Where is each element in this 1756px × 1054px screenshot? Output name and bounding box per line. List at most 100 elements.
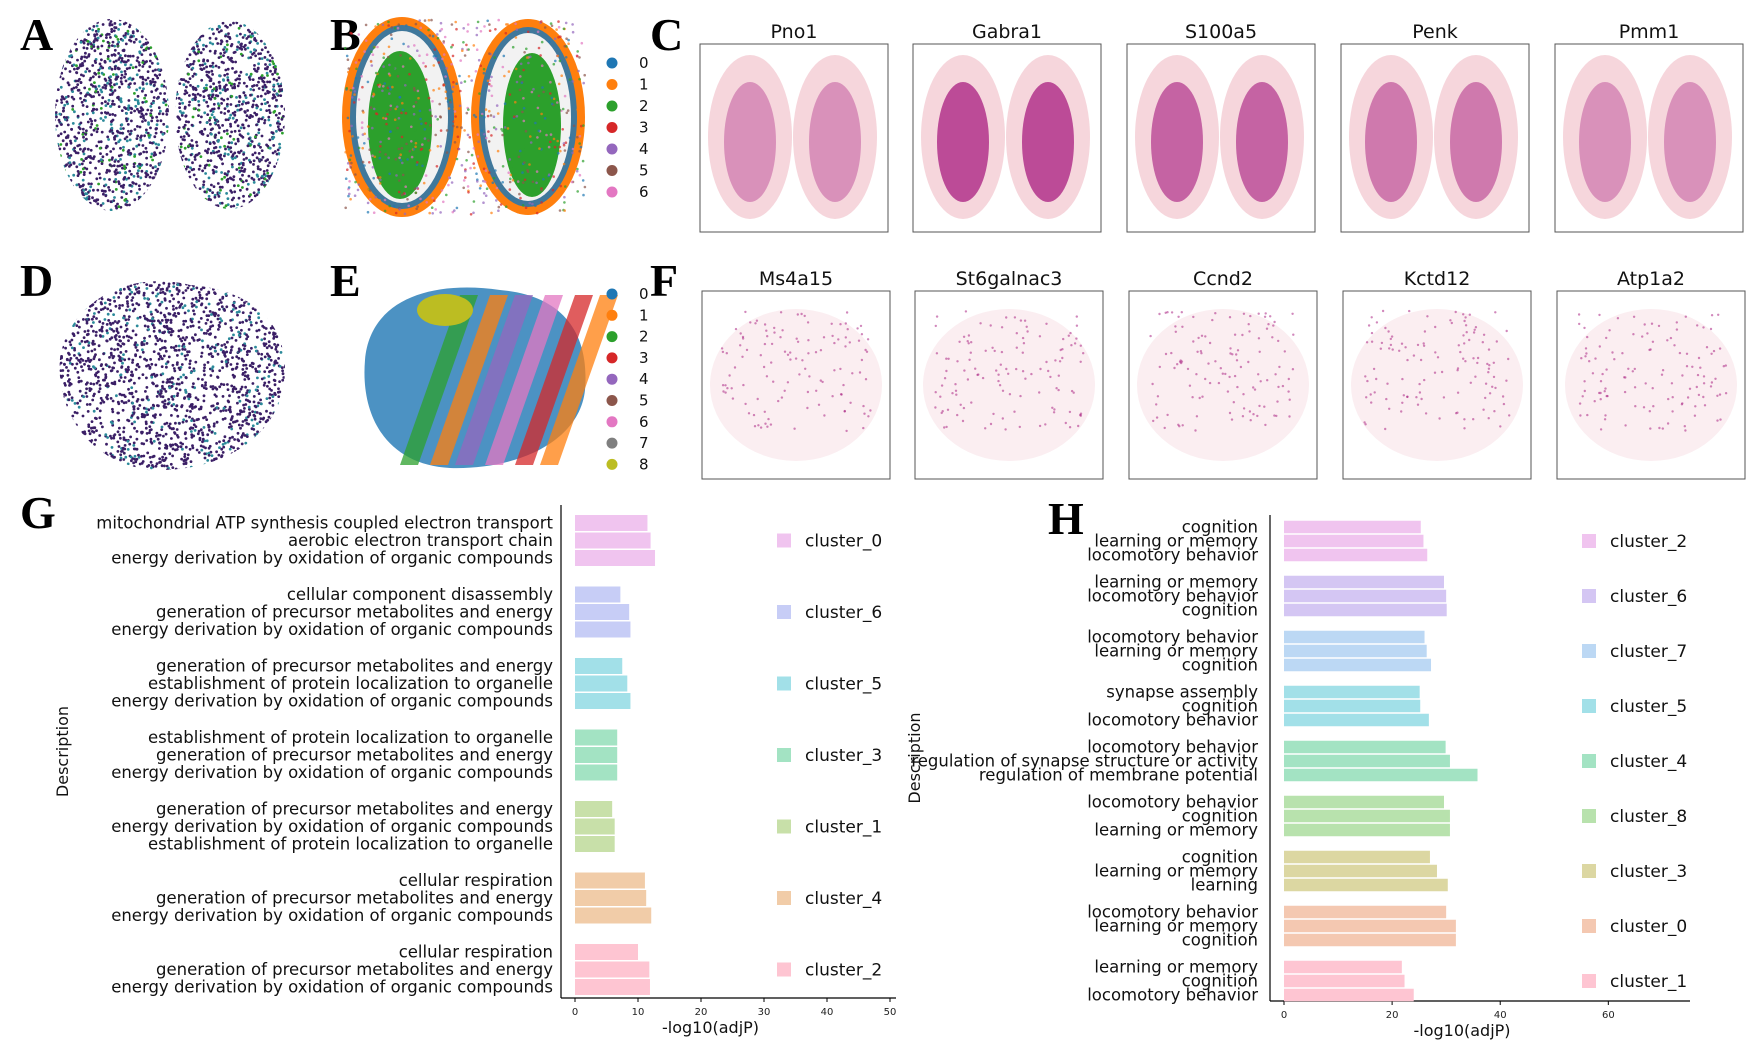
spatial-spot [82,74,85,78]
spatial-spot [179,181,183,185]
spatial-spot [262,76,266,80]
spatial-spot [182,462,186,466]
spatial-spot [125,112,128,115]
spatial-spot [378,156,382,160]
spatial-spot [205,65,209,69]
spatial-spot [265,300,268,303]
spatial-spot [77,23,80,26]
spatial-spot [134,104,138,108]
spatial-spot [55,89,56,93]
spatial-spot [109,78,112,82]
spatial-spot [165,157,169,161]
spatial-spot [202,43,205,47]
spatial-spot [68,21,71,25]
spatial-spot [114,304,118,308]
spatial-spot [92,294,95,297]
spatial-spot [168,472,171,475]
spatial-spot [393,26,397,30]
spatial-spot [162,186,165,190]
spatial-spot [284,378,285,382]
spatial-spot [563,149,567,152]
spatial-spot [211,65,215,69]
spatial-spot [210,430,214,434]
spatial-spot [283,179,285,183]
spatial-spot [84,440,87,444]
spatial-spot [165,52,169,56]
spatial-spot [64,346,67,350]
spatial-spot [91,75,95,79]
spatial-spot [441,57,444,61]
spatial-spot [167,153,170,156]
spatial-spot [125,139,129,143]
spatial-spot [85,112,89,116]
spatial-spot [230,141,234,145]
spatial-spot [106,397,109,401]
spatial-spot [122,353,125,356]
spatial-spot [77,405,81,409]
spatial-spot [508,93,512,96]
spatial-spot [88,171,92,175]
spatial-spot [488,109,491,113]
spatial-spot [70,95,74,99]
spatial-spot [91,64,95,67]
spatial-spot [275,45,279,49]
spatial-spot [172,346,176,349]
spatial-spot [95,407,99,410]
spatial-spot [230,336,234,340]
spatial-spot [280,439,283,443]
spatial-spot [65,116,69,119]
spatial-spot [242,455,246,459]
spatial-spot [220,201,224,205]
spatial-spot [226,43,229,47]
spatial-spot [89,94,92,97]
spatial-spot [112,296,116,299]
spatial-spot [86,410,90,413]
spatial-spot [172,308,175,311]
spatial-spot [136,362,140,366]
spatial-spot [394,129,398,132]
spatial-spot [192,47,195,51]
spatial-spot [198,38,202,42]
spatial-spot [190,123,194,127]
panel-letter-h: H [1048,493,1084,544]
spatial-spot [285,60,288,63]
spatial-spot [58,174,61,178]
spatial-spot [82,189,86,192]
spatial-spot [52,101,55,104]
spatial-spot [206,159,210,163]
spatial-spot [176,392,180,395]
spatial-spot [173,146,177,149]
spatial-spot [208,142,212,146]
spatial-spot [269,208,273,211]
spatial-spot [117,160,120,163]
spatial-spot [159,291,163,294]
spatial-spot [119,291,122,295]
spatial-spot [217,106,221,110]
spatial-spot [97,75,101,79]
spatial-spot [281,320,285,324]
spatial-spot [110,347,113,351]
spatial-spot [159,109,162,113]
spatial-spot [431,212,435,215]
spatial-spot [90,426,93,430]
spatial-spot [145,376,148,380]
spatial-spot [531,180,535,184]
spatial-spot [390,26,394,29]
spatial-spot [279,416,283,420]
spatial-spot [54,406,57,409]
spatial-spot [269,419,273,423]
spatial-spot [186,207,190,211]
spatial-spot [501,165,505,168]
spatial-spot [280,301,284,305]
spatial-spot [237,26,241,30]
spatial-spot [171,174,175,177]
spatial-spot [203,281,207,285]
spatial-spot [255,285,258,289]
spatial-spot [272,435,276,438]
spatial-spot [364,39,368,42]
spatial-spot [219,52,223,55]
spatial-spot [241,311,245,314]
spatial-spot [62,182,66,186]
spatial-spot [486,79,490,83]
spatial-spot [71,104,75,108]
